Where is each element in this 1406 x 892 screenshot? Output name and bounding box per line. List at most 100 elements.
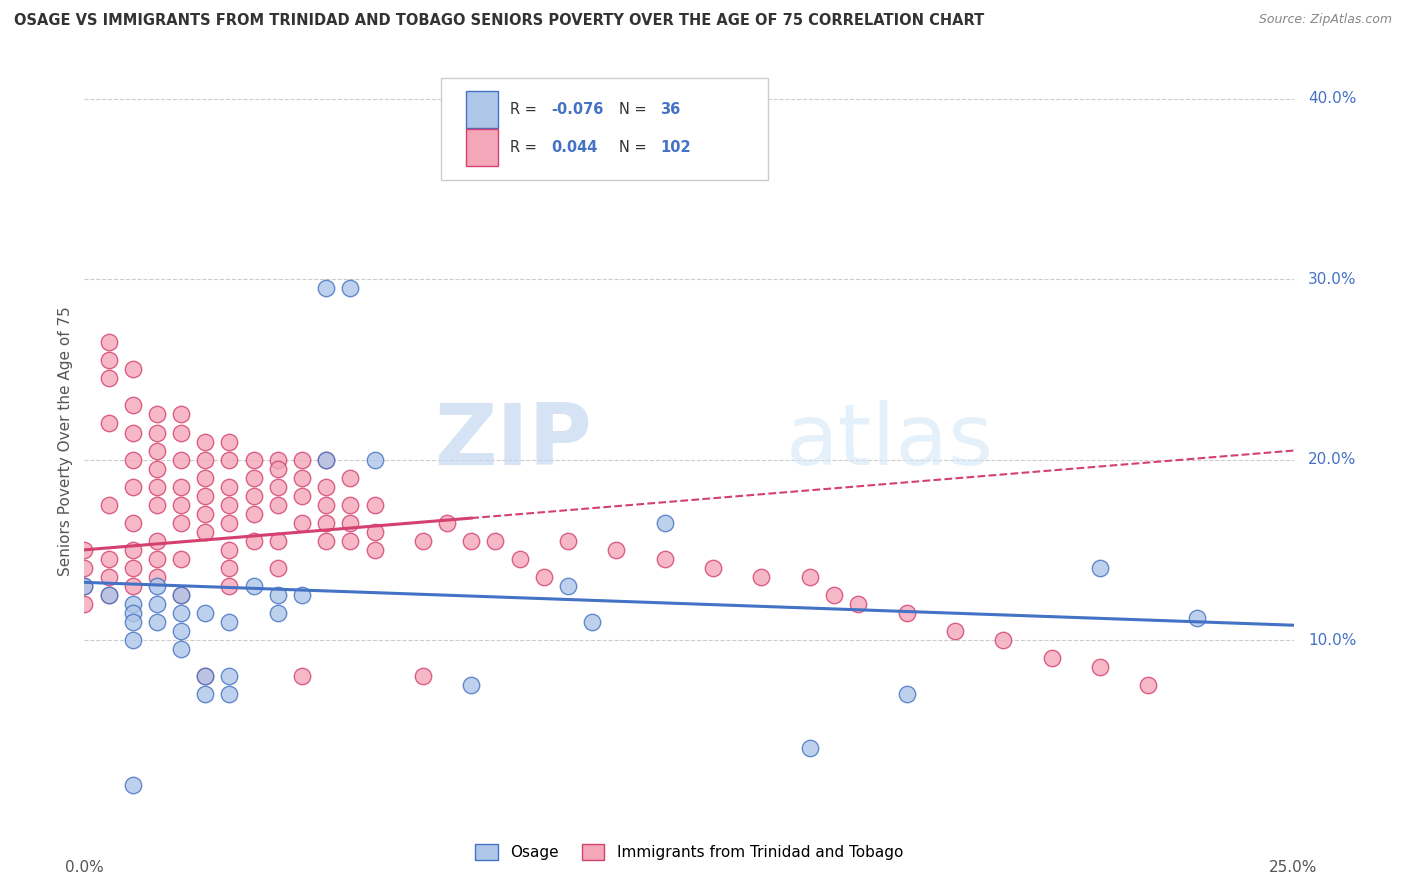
Point bbox=[799, 741, 821, 756]
Point bbox=[146, 408, 169, 422]
Text: 30.0%: 30.0% bbox=[1308, 271, 1357, 286]
Point bbox=[751, 570, 773, 584]
Point bbox=[218, 615, 240, 629]
Point bbox=[146, 552, 169, 566]
FancyBboxPatch shape bbox=[441, 78, 768, 180]
Text: -0.076: -0.076 bbox=[551, 102, 603, 117]
Point bbox=[146, 425, 169, 440]
Point bbox=[460, 533, 482, 548]
Text: 40.0%: 40.0% bbox=[1308, 91, 1357, 106]
Point bbox=[412, 533, 434, 548]
Point bbox=[291, 489, 314, 503]
Point bbox=[267, 588, 290, 602]
Point bbox=[1088, 660, 1111, 674]
Point bbox=[1185, 611, 1208, 625]
Point bbox=[218, 434, 240, 449]
Point bbox=[654, 552, 676, 566]
Point bbox=[291, 516, 314, 530]
Point bbox=[291, 669, 314, 683]
Point bbox=[121, 452, 143, 467]
Point bbox=[218, 452, 240, 467]
Point bbox=[121, 425, 143, 440]
Point bbox=[242, 452, 264, 467]
Point bbox=[121, 597, 143, 611]
Point bbox=[291, 588, 314, 602]
Point bbox=[799, 570, 821, 584]
Point bbox=[194, 669, 217, 683]
Point bbox=[363, 524, 385, 539]
Text: atlas: atlas bbox=[786, 400, 994, 483]
Point bbox=[896, 606, 918, 620]
Legend: Osage, Immigrants from Trinidad and Tobago: Osage, Immigrants from Trinidad and Toba… bbox=[468, 838, 910, 866]
Point bbox=[170, 588, 193, 602]
Point bbox=[218, 480, 240, 494]
Point bbox=[97, 335, 120, 350]
Point bbox=[339, 281, 361, 295]
Point bbox=[97, 417, 120, 431]
Point bbox=[170, 425, 193, 440]
Point bbox=[993, 633, 1015, 648]
Point bbox=[315, 533, 337, 548]
Point bbox=[121, 633, 143, 648]
Point bbox=[218, 561, 240, 575]
Text: N =: N = bbox=[619, 102, 651, 117]
Point bbox=[170, 480, 193, 494]
Text: R =: R = bbox=[510, 140, 541, 155]
Point bbox=[170, 516, 193, 530]
Point bbox=[315, 498, 337, 512]
Point bbox=[218, 687, 240, 701]
FancyBboxPatch shape bbox=[467, 91, 498, 128]
Point bbox=[363, 452, 385, 467]
Point bbox=[218, 498, 240, 512]
Point bbox=[194, 452, 217, 467]
Point bbox=[557, 579, 579, 593]
Point bbox=[97, 498, 120, 512]
Text: 25.0%: 25.0% bbox=[1270, 861, 1317, 875]
Point bbox=[121, 516, 143, 530]
Point bbox=[315, 452, 337, 467]
Point bbox=[73, 542, 96, 557]
Point bbox=[1137, 678, 1160, 692]
Point bbox=[146, 615, 169, 629]
Point bbox=[194, 434, 217, 449]
Point bbox=[484, 533, 506, 548]
Point bbox=[121, 778, 143, 792]
Point bbox=[146, 570, 169, 584]
Point bbox=[315, 281, 337, 295]
Point bbox=[194, 507, 217, 521]
Point bbox=[339, 470, 361, 484]
Point bbox=[436, 516, 458, 530]
Point bbox=[218, 516, 240, 530]
Point bbox=[121, 561, 143, 575]
Point bbox=[170, 588, 193, 602]
Text: N =: N = bbox=[619, 140, 651, 155]
Point bbox=[121, 480, 143, 494]
Point bbox=[73, 579, 96, 593]
Point bbox=[121, 615, 143, 629]
Text: Source: ZipAtlas.com: Source: ZipAtlas.com bbox=[1258, 13, 1392, 27]
Point bbox=[121, 606, 143, 620]
Point bbox=[97, 570, 120, 584]
Point bbox=[97, 588, 120, 602]
Text: ZIP: ZIP bbox=[434, 400, 592, 483]
Point bbox=[170, 498, 193, 512]
Point bbox=[146, 498, 169, 512]
Text: 20.0%: 20.0% bbox=[1308, 452, 1357, 467]
Point bbox=[267, 606, 290, 620]
Point bbox=[267, 498, 290, 512]
Point bbox=[170, 624, 193, 639]
Point bbox=[242, 507, 264, 521]
Point bbox=[267, 533, 290, 548]
Point bbox=[97, 552, 120, 566]
Point bbox=[146, 579, 169, 593]
Point bbox=[242, 470, 264, 484]
Point bbox=[121, 399, 143, 413]
Point bbox=[823, 588, 845, 602]
Point bbox=[412, 669, 434, 683]
Point bbox=[1088, 561, 1111, 575]
Point bbox=[170, 552, 193, 566]
Y-axis label: Seniors Poverty Over the Age of 75: Seniors Poverty Over the Age of 75 bbox=[58, 307, 73, 576]
Point bbox=[121, 362, 143, 376]
FancyBboxPatch shape bbox=[467, 128, 498, 166]
Point bbox=[146, 533, 169, 548]
